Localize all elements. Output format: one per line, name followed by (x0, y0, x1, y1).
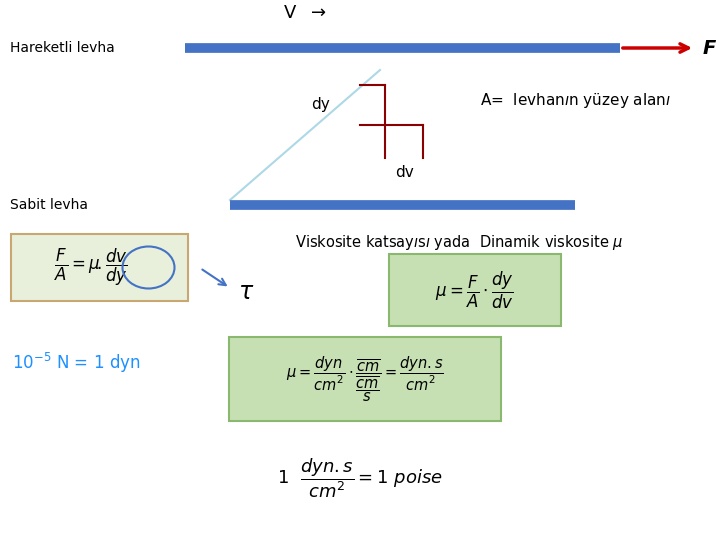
Text: $\mu = \dfrac{dyn}{cm^2}\cdot\dfrac{\overline{cm}}{\dfrac{\overline{cm}}{s}} = \: $\mu = \dfrac{dyn}{cm^2}\cdot\dfrac{\ove… (286, 354, 444, 404)
FancyBboxPatch shape (389, 254, 561, 326)
Text: $1 \ \ \dfrac{dyn.s}{cm^2} = 1 \ poise$: $1 \ \ \dfrac{dyn.s}{cm^2} = 1 \ poise$ (277, 456, 443, 500)
FancyBboxPatch shape (11, 234, 188, 301)
Text: $\tau$: $\tau$ (238, 280, 254, 304)
Text: dv: dv (395, 165, 415, 180)
Text: dy: dy (311, 98, 330, 112)
Text: V  $\rightarrow$: V $\rightarrow$ (283, 4, 327, 22)
Text: $\mu = \dfrac{F}{A}\cdot\dfrac{dy}{dv}$: $\mu = \dfrac{F}{A}\cdot\dfrac{dy}{dv}$ (436, 269, 515, 310)
Text: Hareketli levha: Hareketli levha (10, 41, 114, 55)
Text: F: F (703, 38, 716, 57)
Text: A=  levhan$\imath$n yüzey alan$\imath$: A= levhan$\imath$n yüzey alan$\imath$ (480, 91, 671, 110)
Text: $\mathdefault{10}^{\mathdefault{-5}}$ N = 1 dyn: $\mathdefault{10}^{\mathdefault{-5}}$ N … (12, 351, 140, 375)
Text: Sabit levha: Sabit levha (10, 198, 88, 212)
Text: $\dfrac{F}{A} = \mu\!.\dfrac{dv}{dy}$: $\dfrac{F}{A} = \mu\!.\dfrac{dv}{dy}$ (54, 247, 127, 288)
Text: Viskosite katsay$\imath$s$\imath$ yada  Dinamik viskosite $\mu$: Viskosite katsay$\imath$s$\imath$ yada D… (295, 233, 624, 253)
FancyBboxPatch shape (229, 337, 501, 421)
